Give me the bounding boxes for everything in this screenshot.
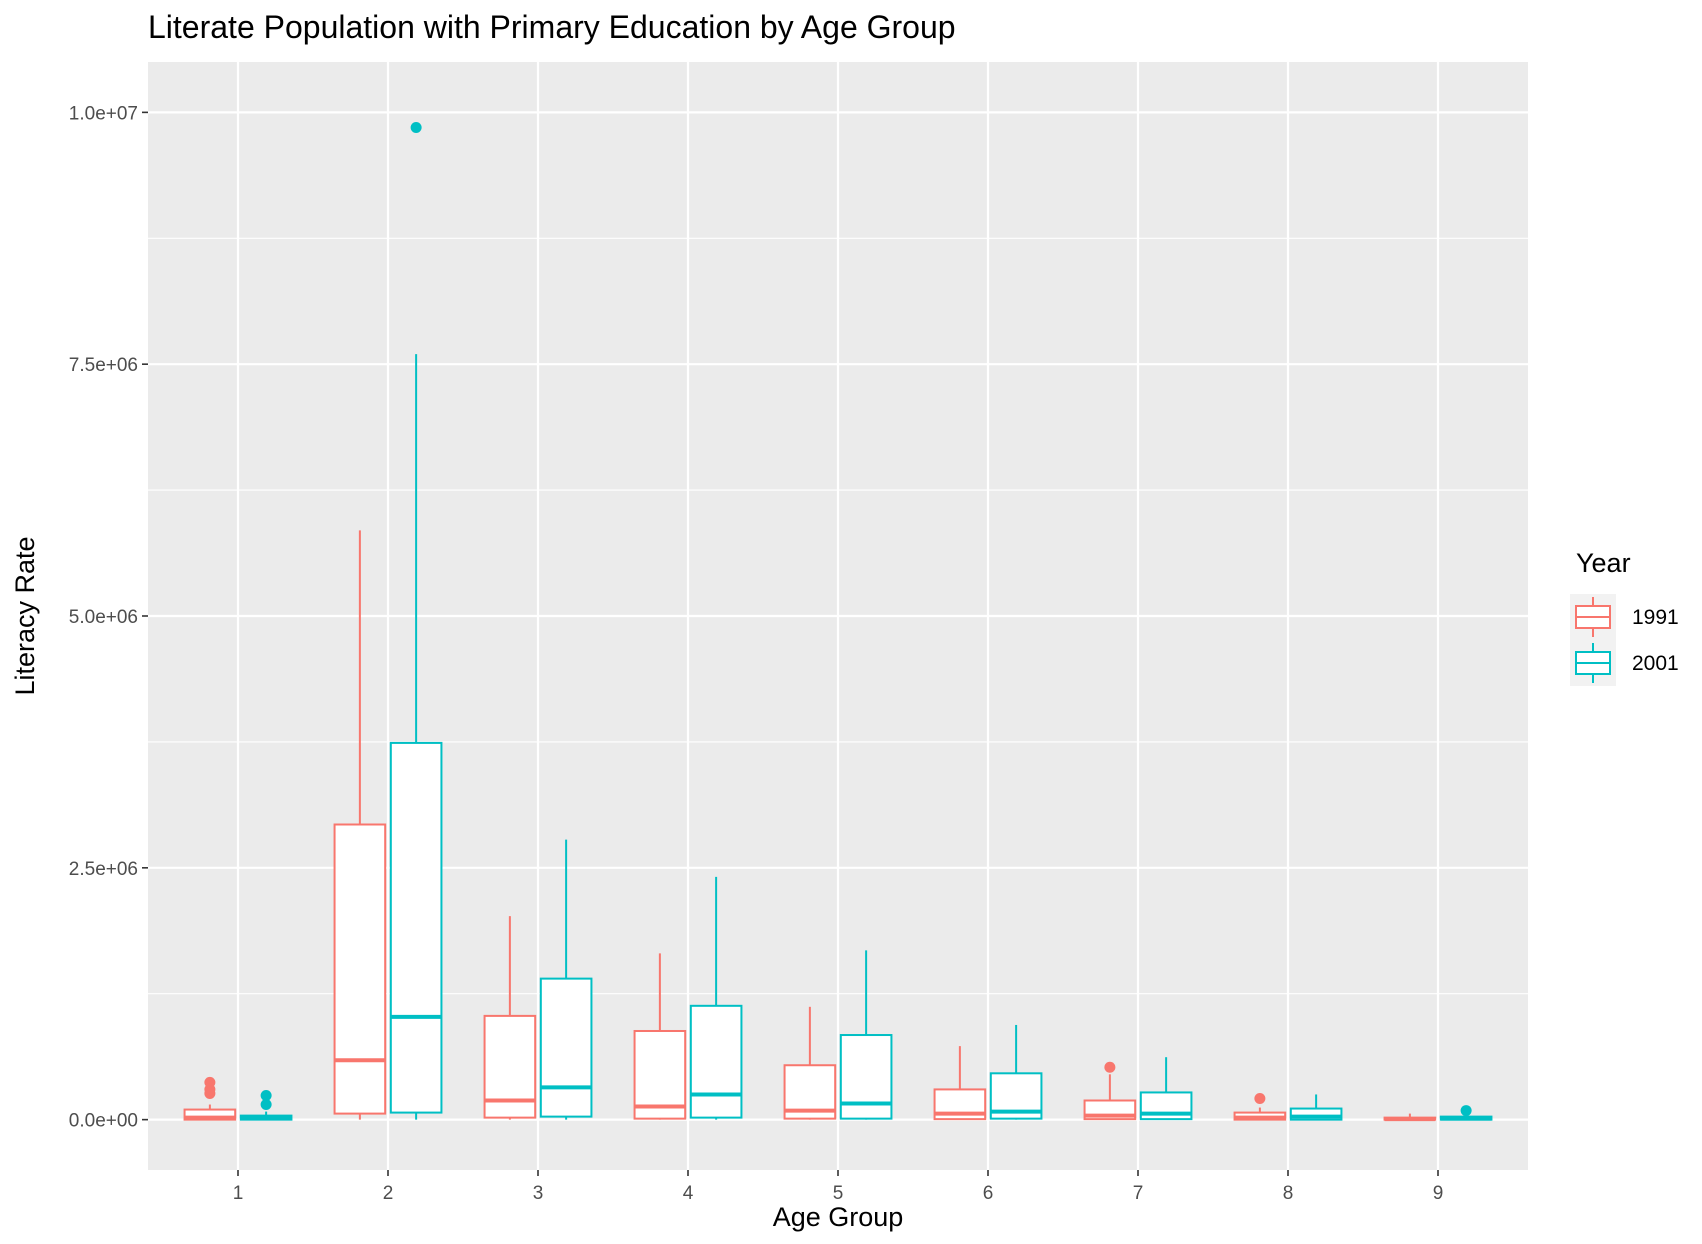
x-tick-label: 1 [233,1183,244,1204]
box-2001-group-5 [839,950,893,1120]
x-tick-label: 6 [983,1183,994,1204]
box-2001-group-9 [1439,1105,1493,1121]
outlier-point [1254,1092,1266,1104]
box-1991-group-4 [633,953,687,1120]
legend-title: Year [1576,548,1631,578]
box-iqr [633,1029,687,1120]
box-iqr [389,741,443,1114]
box-1991-group-3 [483,916,537,1120]
x-tick-label: 7 [1133,1183,1144,1204]
x-tick-label: 3 [533,1183,544,1204]
box-1991-group-2 [333,530,387,1120]
y-tick-label: 5.0e+06 [69,607,138,628]
outlier-point [260,1099,272,1111]
legend-label: 2001 [1632,652,1679,675]
box-1991-group-5 [783,1006,837,1120]
y-axis-ticks: 0.0e+00 2.5e+06 5.0e+06 7.5e+06 1.0e+07 [69,103,148,1132]
outlier-point [1460,1105,1472,1117]
y-axis-title: Literacy Rate [10,536,40,695]
x-tick-label: 9 [1433,1183,1444,1204]
box-1991-group-6 [933,1046,987,1121]
box-1991-group-8 [1233,1092,1287,1121]
box-iqr [183,1108,237,1121]
boxplot-series [183,121,1493,1122]
box-iqr [333,823,387,1115]
box-iqr [839,1034,893,1120]
box-1991-group-9 [1383,1113,1437,1122]
legend: Year 1991 2001 [1570,548,1679,686]
box-2001-group-3 [539,839,593,1120]
box-1991-group-7 [1083,1061,1137,1121]
box-2001-group-6 [989,1024,1043,1120]
box-2001-group-7 [1139,1057,1193,1121]
outlier-point [1104,1061,1116,1073]
x-tick-label: 5 [833,1183,844,1204]
box-2001-group-8 [1289,1094,1343,1121]
legend-key-1991: 1991 [1570,594,1679,640]
box-2001-group-1 [239,1089,293,1121]
y-tick-label: 7.5e+06 [69,355,138,376]
legend-label: 1991 [1632,606,1679,629]
legend-key-2001: 2001 [1570,640,1679,686]
x-tick-label: 4 [683,1183,694,1204]
outlier-point [410,121,422,133]
outlier-point [260,1089,272,1101]
x-tick-label: 8 [1283,1183,1294,1204]
y-tick-label: 0.0e+00 [69,1111,138,1132]
y-tick-label: 2.5e+06 [69,859,138,880]
box-2001-group-2 [389,121,443,1120]
box-2001-group-4 [689,876,743,1120]
box-iqr [689,1004,743,1119]
outlier-point [204,1076,216,1088]
box-1991-group-1 [183,1076,237,1121]
x-axis-title: Age Group [773,1202,904,1232]
box-iqr [539,977,593,1118]
y-tick-label: 1.0e+07 [69,103,138,124]
chart-title: Literate Population with Primary Educati… [148,9,956,45]
x-tick-label: 2 [383,1183,394,1204]
x-axis-ticks: 1 2 3 4 5 6 7 8 9 [233,1170,1444,1204]
major-gridlines [148,62,1528,1170]
box-iqr [1289,1107,1343,1121]
